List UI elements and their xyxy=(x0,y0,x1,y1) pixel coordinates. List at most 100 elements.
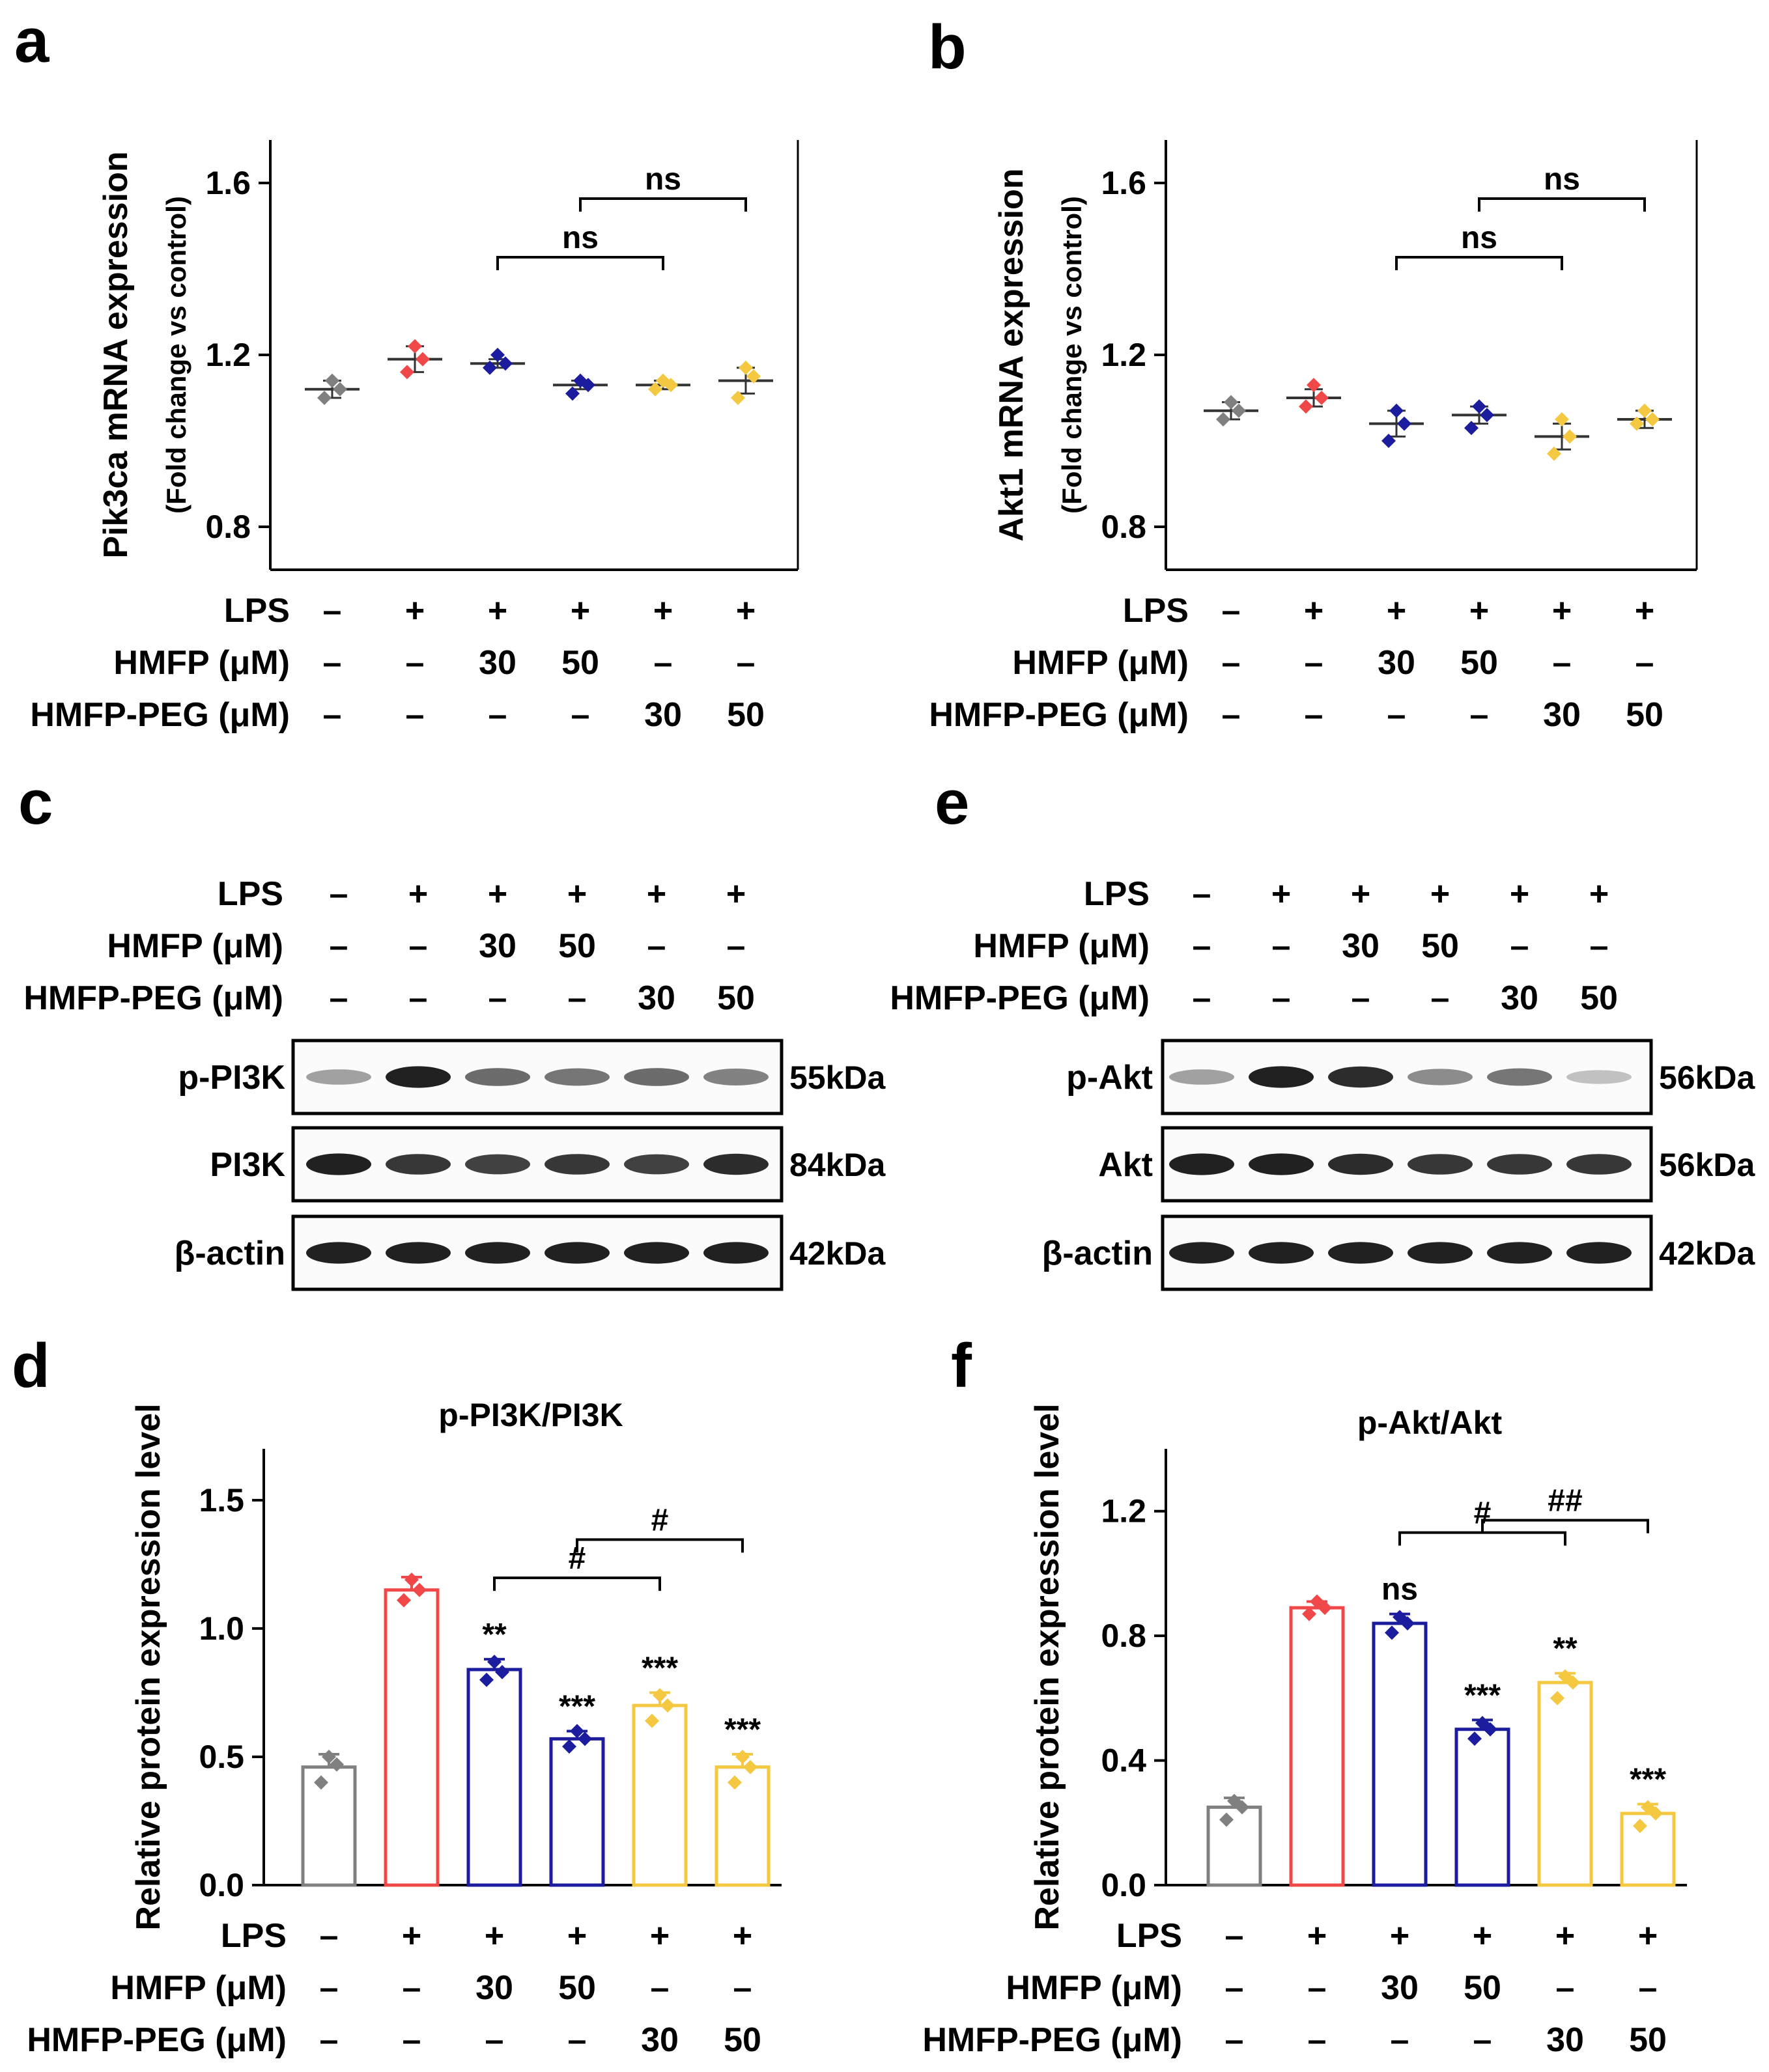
data-point xyxy=(739,360,753,375)
treatment-value: – xyxy=(1272,927,1291,965)
treatment-value: – xyxy=(1222,644,1241,682)
comparison-label: ns xyxy=(1544,162,1580,197)
significance-label: *** xyxy=(559,1690,595,1724)
bar xyxy=(1372,1621,1428,1887)
blot-band xyxy=(545,1154,610,1175)
data-point xyxy=(1633,1819,1647,1834)
treatment-value: – xyxy=(1308,2021,1327,2059)
blot-band xyxy=(386,1066,451,1088)
treatment-value: 50 xyxy=(1629,2021,1667,2059)
treatment-value: + xyxy=(1387,592,1406,630)
treatment-value: + xyxy=(1638,1917,1658,1955)
data-point xyxy=(1216,412,1230,427)
bar xyxy=(1289,1606,1345,1887)
data-point xyxy=(653,1688,667,1703)
treatment-value: – xyxy=(409,979,428,1017)
bar xyxy=(549,1737,605,1887)
treatment-value: + xyxy=(1473,1917,1492,1955)
y-tick-label: 1.2 xyxy=(1101,337,1146,373)
blot-size-label: 55kDa xyxy=(789,1059,886,1096)
data-point xyxy=(648,382,662,397)
data-point xyxy=(400,365,414,380)
y-axis-label: Relative protein expression level xyxy=(130,1403,167,1930)
data-point xyxy=(1397,416,1411,431)
treatment-value: – xyxy=(320,1969,339,2007)
y-tick-label: 0.0 xyxy=(1101,1867,1146,1903)
treatment-value: 30 xyxy=(1381,1969,1419,2007)
blot-band xyxy=(1328,1153,1393,1175)
western-blot-e: p-Akt 56kDa Akt 56kDa β-actin 42kDa xyxy=(1042,1039,1756,1291)
treatment-row-label: HMFP (μM) xyxy=(1006,1969,1182,2007)
data-point xyxy=(1302,1606,1316,1621)
blot-band xyxy=(1408,1154,1473,1175)
treatment-value: – xyxy=(1387,696,1406,734)
treatment-tables: LPS – + + + + +HMFP (μM) – –30 50– –HMFP-PEG (μM) –… xyxy=(23,592,1667,2059)
y-tick-label: 0.8 xyxy=(205,509,251,545)
blot-band xyxy=(1566,1242,1632,1264)
data-point xyxy=(735,1749,750,1764)
treatment-value: – xyxy=(1305,696,1323,734)
blot-size-label: 56kDa xyxy=(1659,1059,1756,1096)
data-point xyxy=(743,1759,757,1774)
treatment-value: – xyxy=(733,1969,752,2007)
data-point xyxy=(1310,1594,1324,1609)
treatment-value: + xyxy=(1510,875,1529,913)
data-point xyxy=(573,373,587,388)
data-point xyxy=(1232,403,1246,418)
treatment-value: – xyxy=(323,592,342,630)
treatment-table: LPS – + + + + +HMFP (μM) – –30 50– –HMFP-PEG (μM) –… xyxy=(27,1917,761,2059)
significance-label: ** xyxy=(482,1617,507,1652)
treatment-row-label: HMFP-PEG (μM) xyxy=(27,2021,287,2059)
data-point xyxy=(330,1757,344,1772)
data-point xyxy=(314,1775,328,1790)
comparison-label: ns xyxy=(645,162,681,197)
treatment-value: 30 xyxy=(479,644,517,682)
data-point xyxy=(1472,399,1486,414)
y-tick-label: 0.8 xyxy=(1101,1617,1146,1654)
data-point xyxy=(1219,1812,1234,1827)
bar xyxy=(1454,1728,1510,1887)
data-point xyxy=(562,1739,576,1754)
blot-band xyxy=(703,1242,769,1264)
data-point xyxy=(578,1731,592,1746)
y-axis-sublabel: (Fold change vs control) xyxy=(161,196,191,514)
comparison-bracket xyxy=(1398,1531,1566,1546)
bar xyxy=(632,1703,688,1887)
blot-band xyxy=(1487,1068,1552,1086)
treatment-value: + xyxy=(1555,1917,1575,1955)
bar xyxy=(466,1668,522,1887)
data-point xyxy=(325,373,339,388)
treatment-value: – xyxy=(571,696,590,734)
data-point xyxy=(1385,1625,1399,1640)
treatment-row-label: HMFP (μM) xyxy=(110,1969,287,2007)
blot-protein-label: p-Akt xyxy=(1066,1059,1153,1097)
comparison-label: ns xyxy=(562,221,599,255)
data-point xyxy=(656,373,670,388)
comparison-bracket xyxy=(493,1576,661,1591)
treatment-value: 50 xyxy=(558,927,596,965)
significance-label: *** xyxy=(724,1713,761,1747)
blot-band xyxy=(545,1242,610,1264)
data-point xyxy=(1464,421,1479,436)
treatment-value: – xyxy=(330,927,348,965)
treatment-value: – xyxy=(323,696,342,734)
data-point xyxy=(1637,403,1652,418)
blot-strip xyxy=(1161,1214,1653,1291)
blot-band xyxy=(306,1242,371,1264)
treatment-row-label: LPS xyxy=(221,1917,287,1955)
treatment-value: 50 xyxy=(558,1969,596,2007)
blot-size-label: 42kDa xyxy=(1659,1235,1756,1272)
treatment-row-label: HMFP (μM) xyxy=(113,644,290,682)
y-tick-label: 1.6 xyxy=(1101,165,1146,201)
treatment-value: + xyxy=(405,592,425,630)
data-point xyxy=(1393,1610,1407,1625)
chart-title-f: p-Akt/Akt xyxy=(1357,1405,1503,1441)
treatment-value: + xyxy=(571,592,590,630)
treatment-value: + xyxy=(567,1917,587,1955)
blot-band xyxy=(1169,1153,1234,1175)
treatment-row-label: LPS xyxy=(1084,875,1150,913)
treatment-row-label: HMFP-PEG (μM) xyxy=(922,2021,1182,2059)
blot-strip xyxy=(291,1126,784,1203)
blot-band xyxy=(1249,1242,1314,1264)
treatment-value: 50 xyxy=(724,2021,761,2059)
